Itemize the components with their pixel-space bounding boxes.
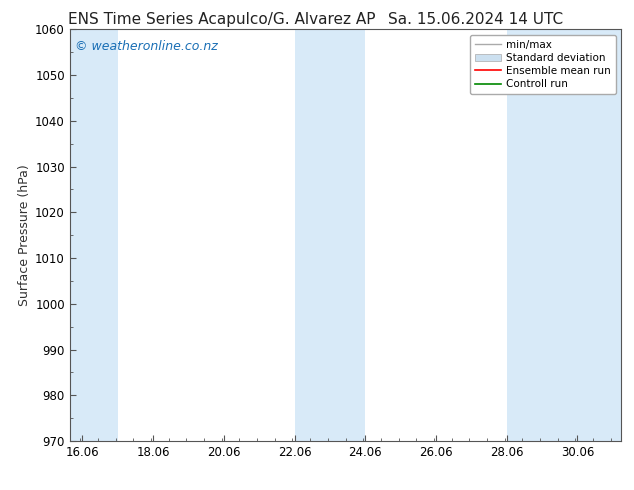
Text: Sa. 15.06.2024 14 UTC: Sa. 15.06.2024 14 UTC — [388, 12, 563, 27]
Text: © weatheronline.co.nz: © weatheronline.co.nz — [75, 40, 218, 53]
Bar — [507, 29, 621, 441]
Y-axis label: Surface Pressure (hPa): Surface Pressure (hPa) — [18, 164, 31, 306]
Bar — [70, 29, 118, 441]
Text: ENS Time Series Acapulco/G. Alvarez AP: ENS Time Series Acapulco/G. Alvarez AP — [68, 12, 376, 27]
Bar — [295, 29, 365, 441]
Legend: min/max, Standard deviation, Ensemble mean run, Controll run: min/max, Standard deviation, Ensemble me… — [470, 35, 616, 95]
